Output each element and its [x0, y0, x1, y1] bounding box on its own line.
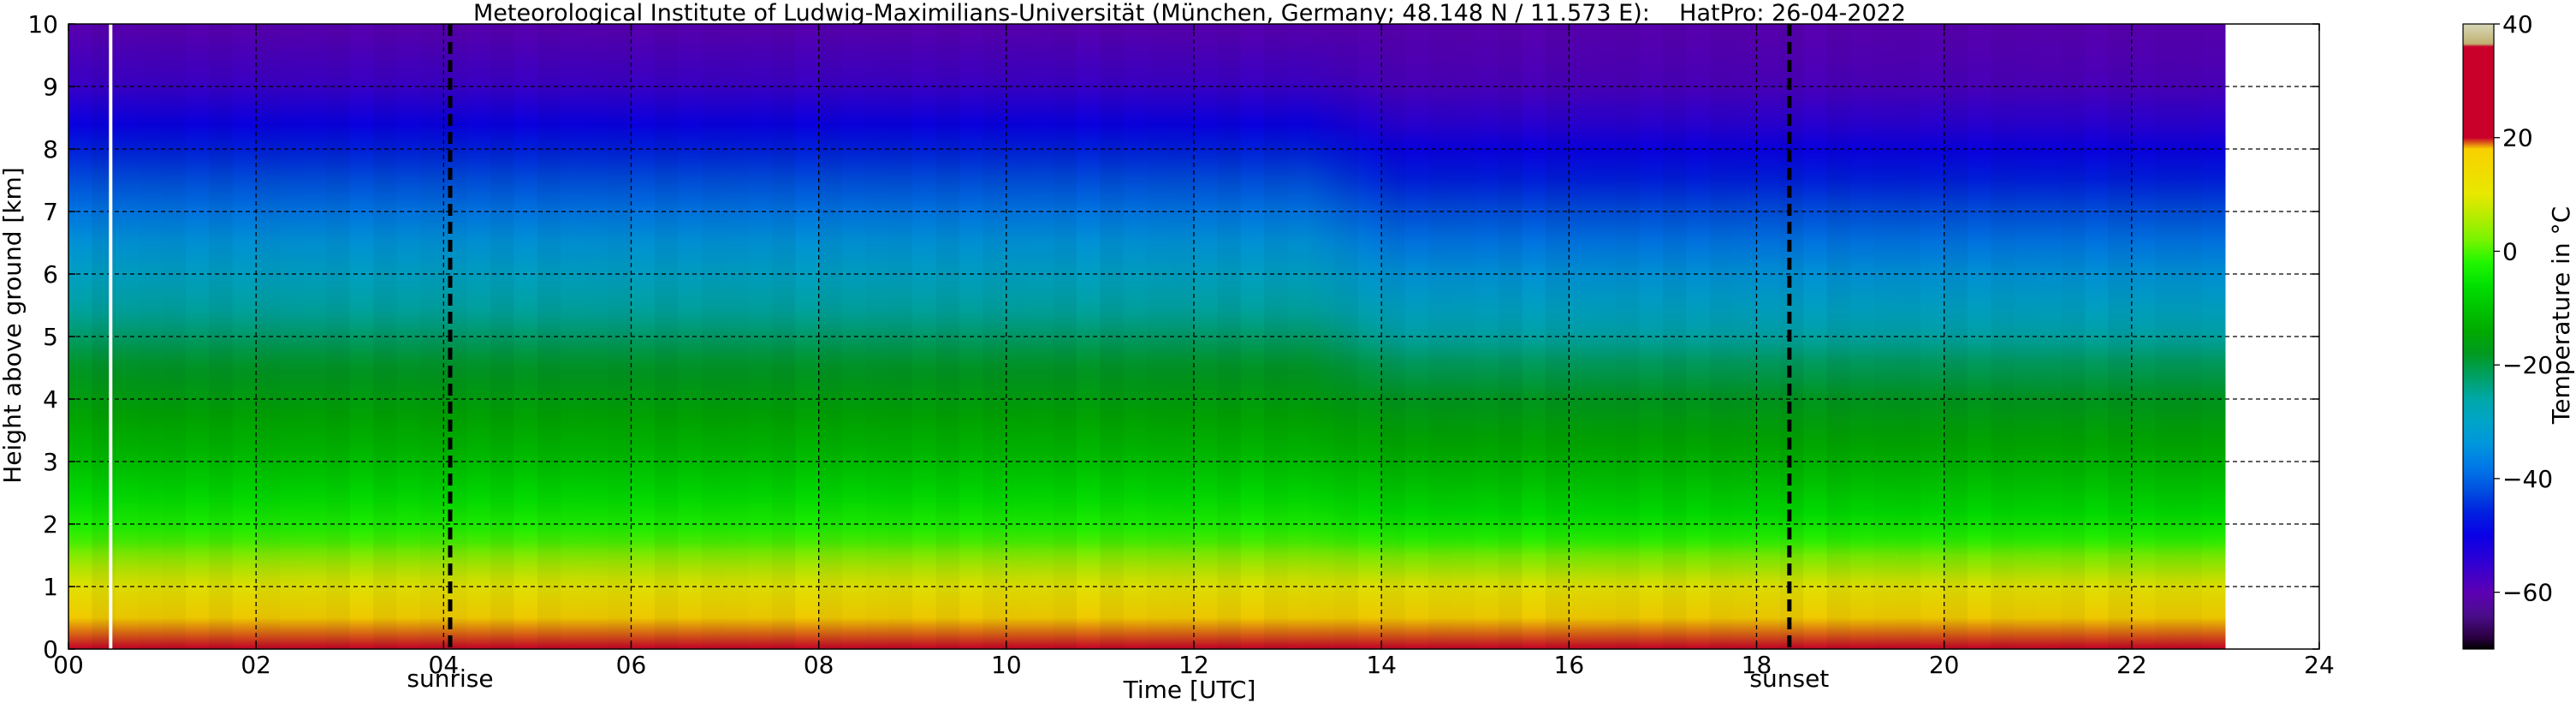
heatmap-column-shade — [162, 24, 186, 649]
y-tick-label: 7 — [43, 198, 58, 226]
colorbar-tick-label: −20 — [2502, 351, 2553, 379]
colorbar-tick-label: −40 — [2502, 465, 2553, 493]
heatmap-column-shade — [818, 24, 843, 649]
heatmap-column-shade — [139, 24, 163, 649]
heatmap-column-shade — [654, 24, 679, 649]
heatmap-column-shade — [748, 24, 772, 649]
heatmap-column-shade — [185, 24, 210, 649]
heatmap-column-shade — [1287, 24, 1311, 649]
y-tick-label: 2 — [43, 510, 58, 539]
heatmap-column-shade — [1381, 24, 1405, 649]
heatmap-column-shade — [771, 24, 796, 649]
colorbar-tick-label: 0 — [2502, 237, 2518, 265]
heatmap-column-shade — [1850, 24, 1874, 649]
heatmap-column-shade — [842, 24, 866, 649]
sunrise-label: sunrise — [407, 664, 493, 693]
y-tick-label: 1 — [43, 573, 58, 601]
x-tick-label: 10 — [991, 651, 1022, 679]
x-tick-label: 24 — [2304, 651, 2335, 679]
heatmap-column-shade — [1194, 24, 1218, 649]
x-tick-label: 02 — [240, 651, 271, 679]
heatmap-column-shade — [115, 24, 139, 649]
heatmap-column-shade — [1826, 24, 1851, 649]
x-tick-label: 16 — [1554, 651, 1585, 679]
heatmap-column-shade — [256, 24, 280, 649]
y-tick-label: 9 — [43, 73, 58, 101]
y-tick-label: 10 — [27, 10, 58, 39]
sunset-label: sunset — [1749, 664, 1829, 693]
chart-title: Meteorological Institute of Ludwig-Maxim… — [473, 0, 1906, 27]
x-tick-label: 04 — [429, 651, 460, 679]
colorbar: 40 20 0 −20 −40 −60 — [2462, 10, 2553, 650]
y-tick-label: 6 — [43, 260, 58, 289]
x-tick-label: 14 — [1366, 651, 1397, 679]
x-tick-label: 06 — [616, 651, 647, 679]
colorbar-label: Temperature in °C — [2547, 206, 2575, 425]
y-tick-label: 8 — [43, 135, 58, 164]
x-tick-label: 00 — [53, 651, 84, 679]
heatmap-column-shade — [1803, 24, 1826, 649]
heatmap-column-shade — [701, 24, 726, 649]
heatmap-column-shade — [725, 24, 749, 649]
y-axis-label: Height above ground [km] — [0, 167, 27, 484]
heatmap-column-shade — [1217, 24, 1241, 649]
colorbar-tick-label: 40 — [2502, 10, 2533, 39]
heatmap-column-shade — [232, 24, 257, 649]
x-tick-label: 22 — [2116, 651, 2147, 679]
heatmap-column-shade — [1896, 24, 1921, 649]
colorbar-tick-label: −60 — [2502, 579, 2553, 607]
y-tick-label: 5 — [43, 323, 58, 351]
heatmap-column-shade — [1264, 24, 1288, 649]
y-tick-label: 0 — [43, 635, 58, 664]
heatmap-column-shade — [678, 24, 702, 649]
heatmap-column-shade — [1310, 24, 1335, 649]
heatmap-column-shade — [1170, 24, 1194, 649]
colorbar-tick-label: 20 — [2502, 124, 2533, 152]
y-tick-label: 3 — [43, 448, 58, 476]
heatmap-column-shade — [279, 24, 303, 649]
heatmap-column-shade — [795, 24, 818, 649]
x-tick-label: 20 — [1929, 651, 1960, 679]
x-axis-label: Time [UTC] — [1123, 676, 1256, 704]
x-tick-label: 18 — [1742, 651, 1772, 679]
heatmap-column-shade — [1873, 24, 1897, 649]
x-tick-label: 08 — [804, 651, 834, 679]
heatmap-column-shade — [209, 24, 233, 649]
heatmap-field-transition — [1306, 24, 1401, 649]
heatmap-column-shade — [1334, 24, 1358, 649]
heatmap-column-shade — [1709, 24, 1734, 649]
heatmap-column-shade — [1756, 24, 1780, 649]
heatmap-column-shade — [302, 24, 327, 649]
y-tick-label: 4 — [43, 385, 58, 414]
x-tick-label: 12 — [1178, 651, 1209, 679]
heatmap-column-shade — [1733, 24, 1757, 649]
colorbar-ramp — [2462, 23, 2495, 650]
heatmap-column-shade — [1779, 24, 1804, 649]
heatmap-column-shade — [1241, 24, 1264, 649]
